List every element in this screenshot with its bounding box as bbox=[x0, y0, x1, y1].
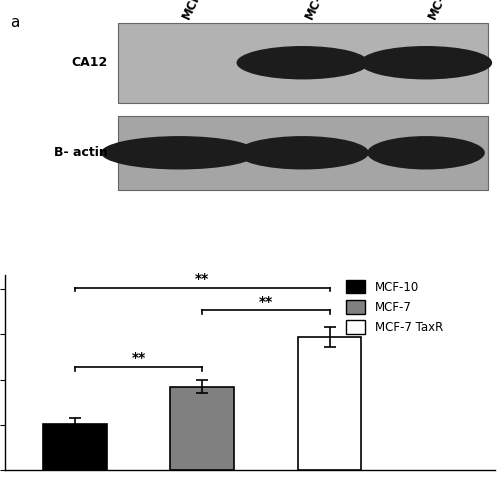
Ellipse shape bbox=[236, 136, 369, 170]
Text: B- actin: B- actin bbox=[54, 147, 108, 159]
Text: **: ** bbox=[259, 294, 273, 309]
Ellipse shape bbox=[360, 46, 492, 79]
Legend: MCF-10, MCF-7, MCF-7 TaxR: MCF-10, MCF-7, MCF-7 TaxR bbox=[344, 277, 446, 336]
Ellipse shape bbox=[236, 46, 369, 79]
Text: CA12: CA12 bbox=[72, 56, 108, 69]
Bar bbox=[118, 116, 488, 190]
Bar bbox=[43, 424, 107, 470]
Bar bbox=[298, 337, 362, 470]
Ellipse shape bbox=[367, 136, 485, 170]
Text: MC-7: MC-7 bbox=[302, 0, 328, 21]
Text: a: a bbox=[10, 15, 20, 30]
Text: **: ** bbox=[132, 351, 146, 365]
Text: MC-7TaxR: MC-7TaxR bbox=[426, 0, 466, 21]
Ellipse shape bbox=[101, 136, 258, 170]
Bar bbox=[170, 387, 234, 470]
Bar bbox=[118, 23, 488, 102]
Text: MCF-10: MCF-10 bbox=[180, 0, 212, 21]
Text: **: ** bbox=[195, 272, 210, 286]
